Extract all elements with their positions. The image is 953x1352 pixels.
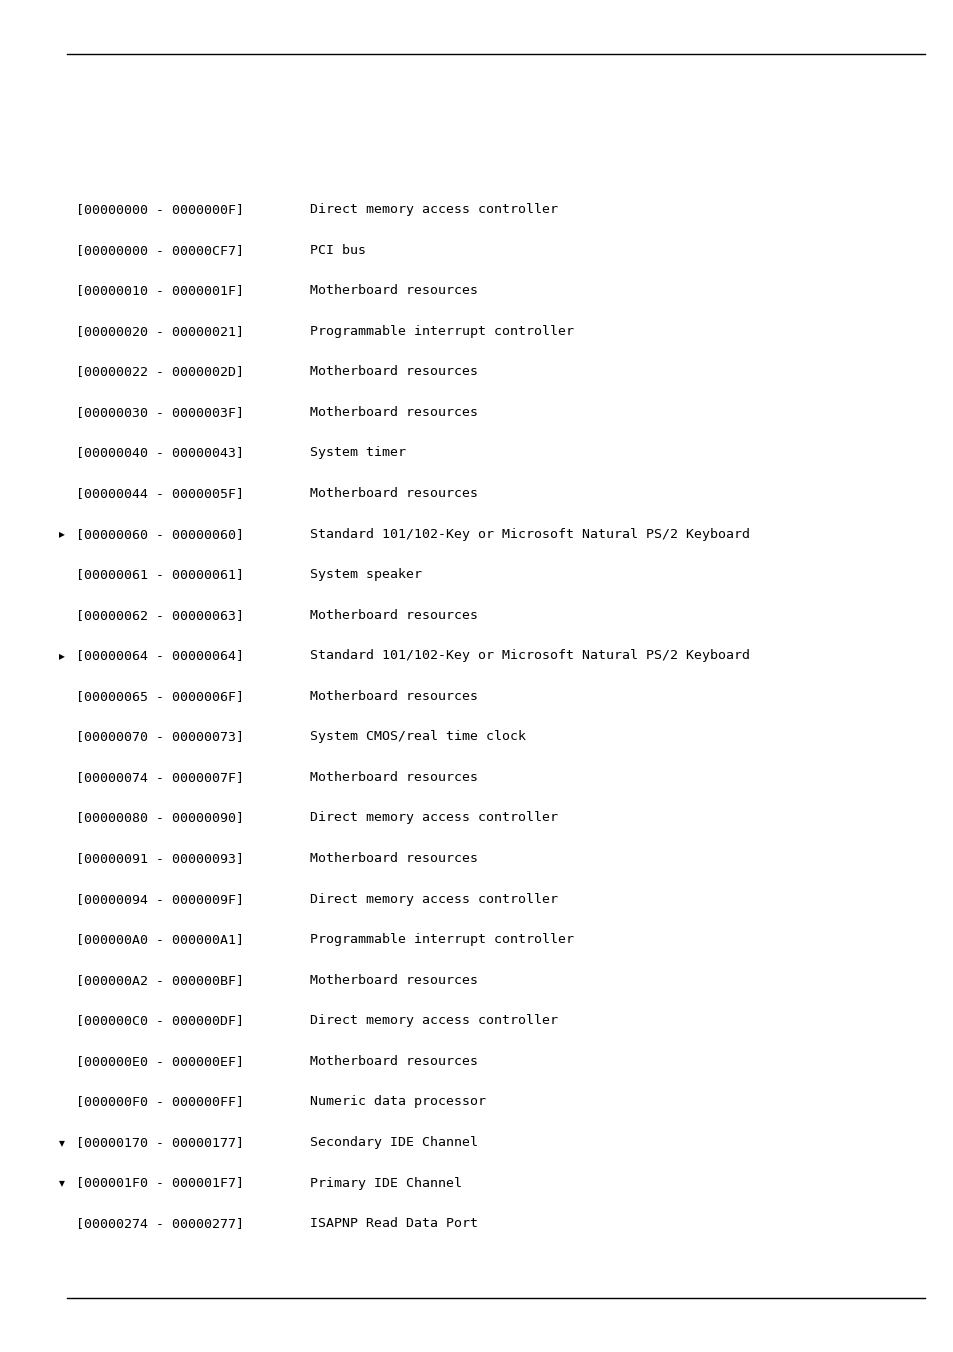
Text: [00000030 - 0000003F]: [00000030 - 0000003F]: [76, 406, 244, 419]
Text: [000001F0 - 000001F7]: [000001F0 - 000001F7]: [76, 1176, 244, 1190]
Text: [00000040 - 00000043]: [00000040 - 00000043]: [76, 446, 244, 460]
Text: Programmable interrupt controller: Programmable interrupt controller: [310, 324, 574, 338]
Text: [00000065 - 0000006F]: [00000065 - 0000006F]: [76, 690, 244, 703]
Text: PCI bus: PCI bus: [310, 243, 366, 257]
Text: ISAPNP Read Data Port: ISAPNP Read Data Port: [310, 1217, 477, 1230]
Text: [000000E0 - 000000EF]: [000000E0 - 000000EF]: [76, 1055, 244, 1068]
Text: [00000060 - 00000060]: [00000060 - 00000060]: [76, 527, 244, 541]
Text: [00000022 - 0000002D]: [00000022 - 0000002D]: [76, 365, 244, 379]
Text: Motherboard resources: Motherboard resources: [310, 852, 477, 865]
Text: Secondary IDE Channel: Secondary IDE Channel: [310, 1136, 477, 1149]
Text: Motherboard resources: Motherboard resources: [310, 973, 477, 987]
Text: Motherboard resources: Motherboard resources: [310, 284, 477, 297]
Text: Primary IDE Channel: Primary IDE Channel: [310, 1176, 461, 1190]
Text: [00000044 - 0000005F]: [00000044 - 0000005F]: [76, 487, 244, 500]
Text: [00000074 - 0000007F]: [00000074 - 0000007F]: [76, 771, 244, 784]
Text: Motherboard resources: Motherboard resources: [310, 365, 477, 379]
Text: [000000A0 - 000000A1]: [000000A0 - 000000A1]: [76, 933, 244, 946]
Text: Motherboard resources: Motherboard resources: [310, 487, 477, 500]
Text: Standard 101/102-Key or Microsoft Natural PS/2 Keyboard: Standard 101/102-Key or Microsoft Natura…: [310, 649, 749, 662]
Text: Direct memory access controller: Direct memory access controller: [310, 1014, 558, 1028]
Text: [00000064 - 00000064]: [00000064 - 00000064]: [76, 649, 244, 662]
Text: Motherboard resources: Motherboard resources: [310, 608, 477, 622]
Text: [00000061 - 00000061]: [00000061 - 00000061]: [76, 568, 244, 581]
Text: System CMOS/real time clock: System CMOS/real time clock: [310, 730, 525, 744]
Text: [00000070 - 00000073]: [00000070 - 00000073]: [76, 730, 244, 744]
Text: System speaker: System speaker: [310, 568, 421, 581]
Text: Motherboard resources: Motherboard resources: [310, 690, 477, 703]
Text: [00000062 - 00000063]: [00000062 - 00000063]: [76, 608, 244, 622]
Text: ▸: ▸: [59, 527, 65, 541]
Text: [00000000 - 00000CF7]: [00000000 - 00000CF7]: [76, 243, 244, 257]
Text: [00000274 - 00000277]: [00000274 - 00000277]: [76, 1217, 244, 1230]
Text: Direct memory access controller: Direct memory access controller: [310, 892, 558, 906]
Text: ▾: ▾: [59, 1176, 65, 1190]
Text: Direct memory access controller: Direct memory access controller: [310, 203, 558, 216]
Text: Direct memory access controller: Direct memory access controller: [310, 811, 558, 825]
Text: [000000A2 - 000000BF]: [000000A2 - 000000BF]: [76, 973, 244, 987]
Text: Motherboard resources: Motherboard resources: [310, 406, 477, 419]
Text: [00000080 - 00000090]: [00000080 - 00000090]: [76, 811, 244, 825]
Text: ▾: ▾: [59, 1136, 65, 1149]
Text: Programmable interrupt controller: Programmable interrupt controller: [310, 933, 574, 946]
Text: System timer: System timer: [310, 446, 406, 460]
Text: Motherboard resources: Motherboard resources: [310, 1055, 477, 1068]
Text: ▸: ▸: [59, 649, 65, 662]
Text: [00000020 - 00000021]: [00000020 - 00000021]: [76, 324, 244, 338]
Text: [000000F0 - 000000FF]: [000000F0 - 000000FF]: [76, 1095, 244, 1109]
Text: Standard 101/102-Key or Microsoft Natural PS/2 Keyboard: Standard 101/102-Key or Microsoft Natura…: [310, 527, 749, 541]
Text: [00000170 - 00000177]: [00000170 - 00000177]: [76, 1136, 244, 1149]
Text: [00000000 - 0000000F]: [00000000 - 0000000F]: [76, 203, 244, 216]
Text: [00000091 - 00000093]: [00000091 - 00000093]: [76, 852, 244, 865]
Text: [00000010 - 0000001F]: [00000010 - 0000001F]: [76, 284, 244, 297]
Text: Motherboard resources: Motherboard resources: [310, 771, 477, 784]
Text: Numeric data processor: Numeric data processor: [310, 1095, 485, 1109]
Text: [00000094 - 0000009F]: [00000094 - 0000009F]: [76, 892, 244, 906]
Text: [000000C0 - 000000DF]: [000000C0 - 000000DF]: [76, 1014, 244, 1028]
